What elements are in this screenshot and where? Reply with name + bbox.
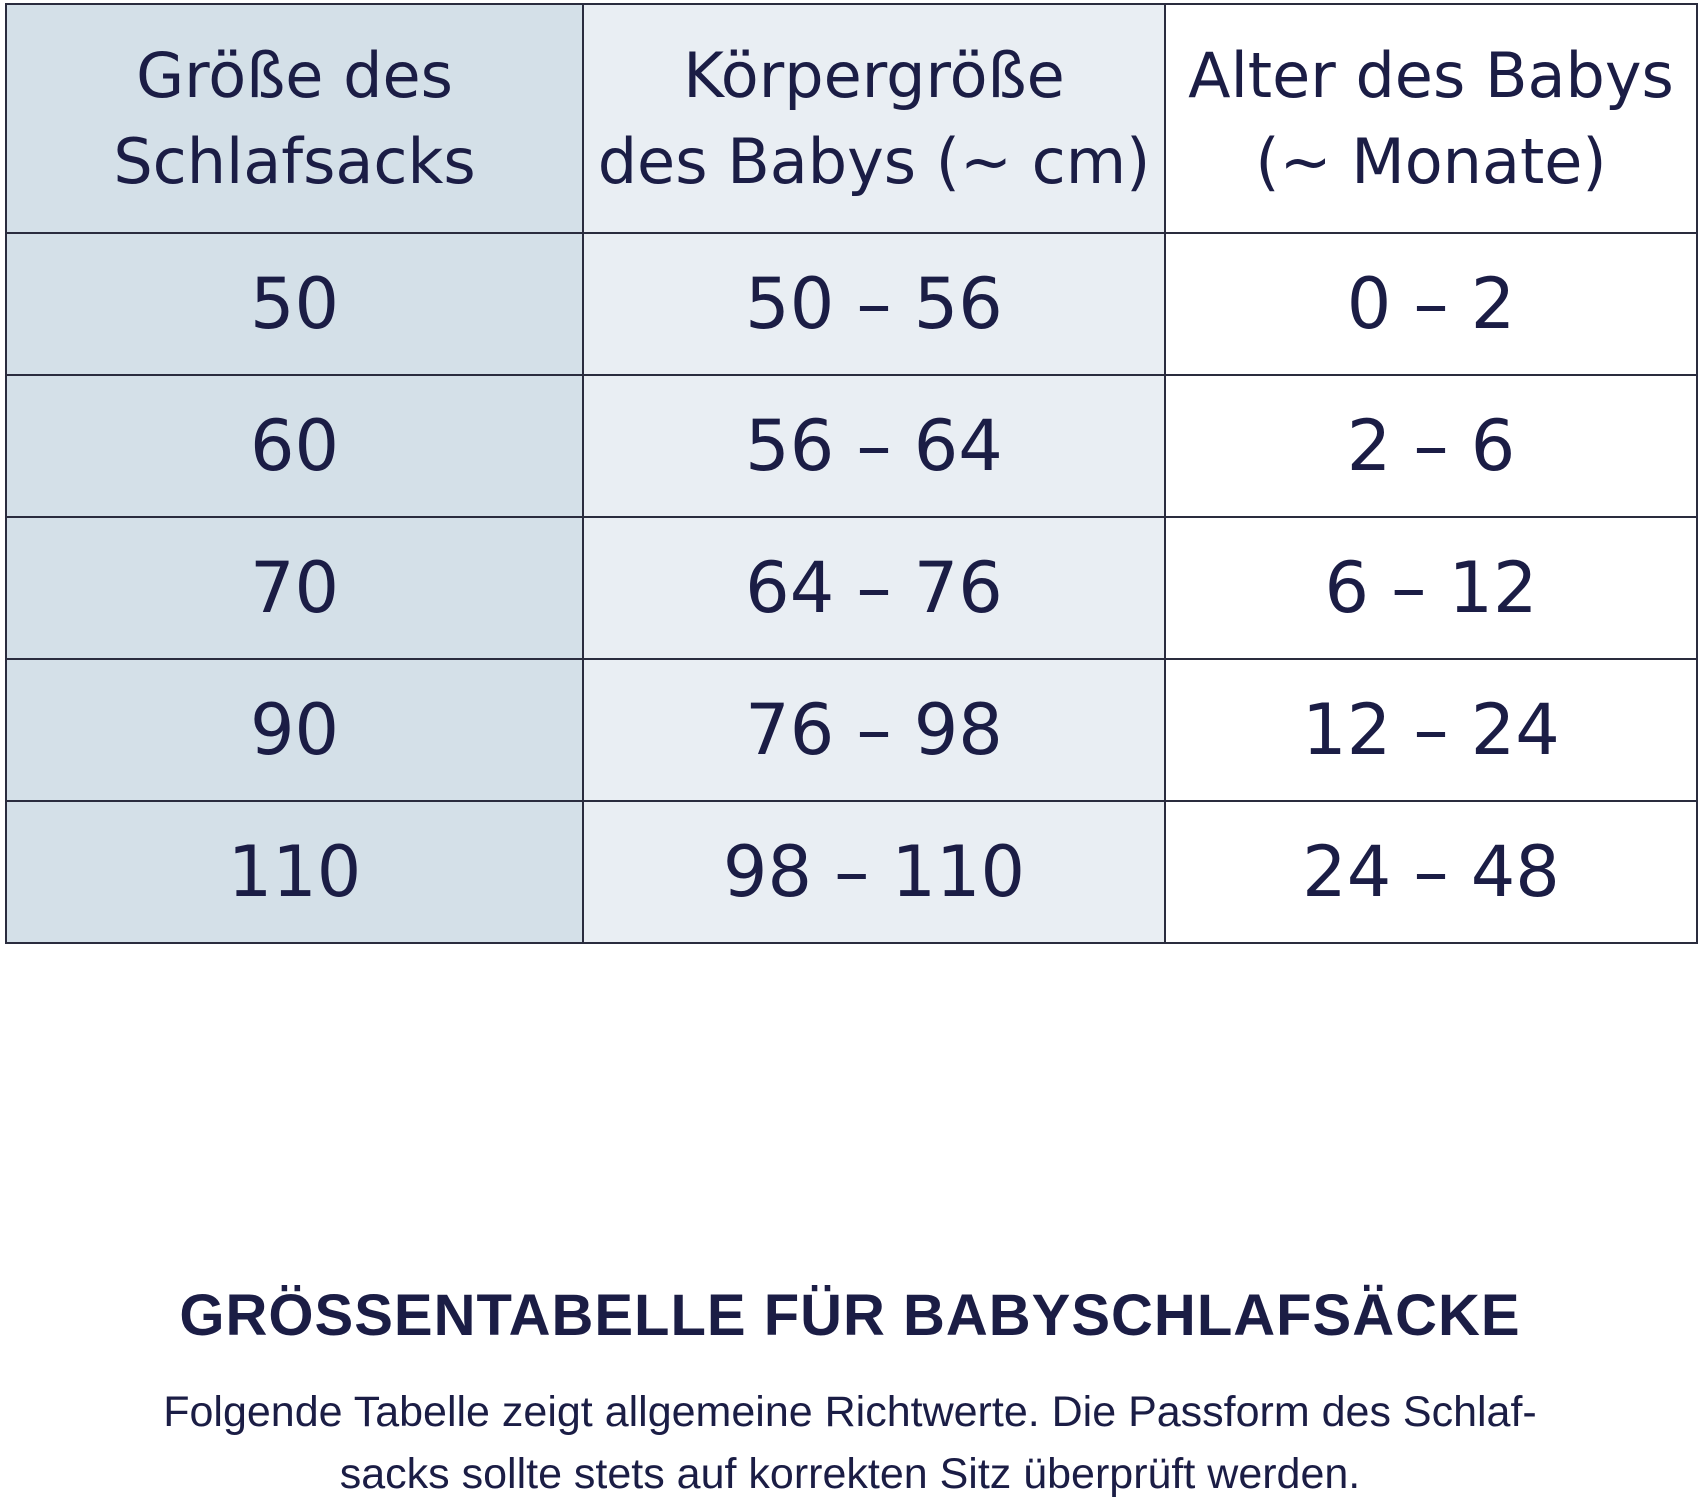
header-line: Alter des Babys bbox=[1188, 38, 1674, 112]
cell-height: 56 – 64 bbox=[582, 374, 1166, 518]
cell-height: 50 – 56 bbox=[582, 232, 1166, 376]
cell-age: 2 – 6 bbox=[1164, 374, 1698, 518]
cell-age: 6 – 12 bbox=[1164, 516, 1698, 660]
footer-title: GRÖSSENTABELLE FÜR BABYSCHLAFSÄCKE bbox=[179, 1283, 1521, 1348]
table-row: 50 50 – 56 0 – 2 bbox=[5, 232, 1698, 376]
table-row: 90 76 – 98 12 – 24 bbox=[5, 658, 1698, 802]
cell-height: 76 – 98 bbox=[582, 658, 1166, 802]
cell-size: 50 bbox=[5, 232, 584, 376]
header-line: Größe des bbox=[136, 38, 453, 112]
table-header-row: Größe des Schlafsacks Körpergröße des Ba… bbox=[5, 3, 1698, 234]
footer-text-line: Folgende Tabelle zeigt allgemeine Richtw… bbox=[163, 1388, 1537, 1436]
header-line: des Babys (~ cm) bbox=[597, 124, 1151, 198]
cell-size: 110 bbox=[5, 800, 584, 944]
size-chart-table: Größe des Schlafsacks Körpergröße des Ba… bbox=[5, 3, 1698, 944]
header-baby-age: Alter des Babys (~ Monate) bbox=[1164, 3, 1698, 234]
header-line: (~ Monate) bbox=[1255, 124, 1607, 198]
header-baby-height: Körpergröße des Babys (~ cm) bbox=[582, 3, 1166, 234]
cell-age: 24 – 48 bbox=[1164, 800, 1698, 944]
header-line: Schlafsacks bbox=[113, 124, 476, 198]
cell-height: 98 – 110 bbox=[582, 800, 1166, 944]
header-line: Körpergröße bbox=[683, 38, 1065, 112]
cell-size: 60 bbox=[5, 374, 584, 518]
cell-age: 0 – 2 bbox=[1164, 232, 1698, 376]
footer-text-line: sacks sollte stets auf korrekten Sitz üb… bbox=[339, 1450, 1361, 1498]
cell-height: 64 – 76 bbox=[582, 516, 1166, 660]
cell-age: 12 – 24 bbox=[1164, 658, 1698, 802]
header-sleeping-bag-size: Größe des Schlafsacks bbox=[5, 3, 584, 234]
table-row: 60 56 – 64 2 – 6 bbox=[5, 374, 1698, 518]
table-row: 110 98 – 110 24 – 48 bbox=[5, 800, 1698, 944]
table-row: 70 64 – 76 6 – 12 bbox=[5, 516, 1698, 660]
footer-description: Folgende Tabelle zeigt allgemeine Richtw… bbox=[0, 1381, 1700, 1505]
cell-size: 90 bbox=[5, 658, 584, 802]
cell-size: 70 bbox=[5, 516, 584, 660]
